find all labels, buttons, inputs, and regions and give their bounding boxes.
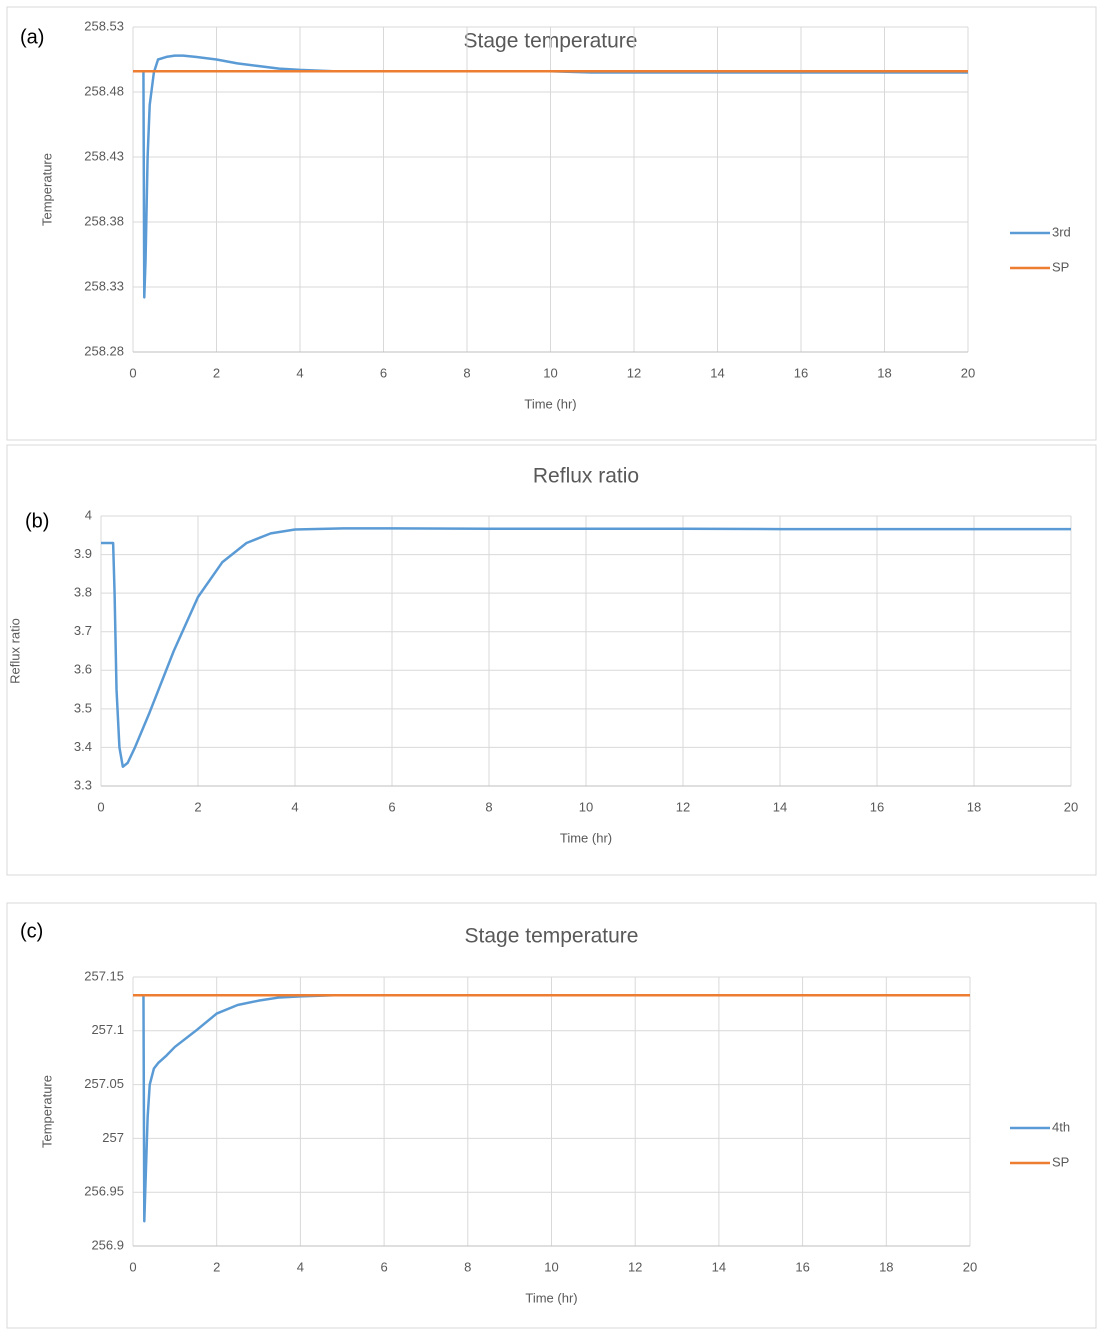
y-axis-label: Reflux ratio: [7, 618, 22, 684]
y-tick-label: 258.48: [84, 83, 124, 98]
y-tick-label: 4: [85, 507, 92, 522]
x-tick-label: 0: [129, 365, 136, 380]
x-tick-label: 6: [380, 365, 387, 380]
data-line: [142, 994, 970, 1223]
x-tick-label: 18: [877, 365, 891, 380]
data-line: [142, 54, 968, 299]
x-tick-label: 2: [213, 1259, 220, 1274]
x-tick-label: 6: [380, 1259, 387, 1274]
panel-label: (b): [25, 510, 49, 532]
y-tick-label: 256.95: [84, 1184, 124, 1199]
x-tick-label: 14: [773, 799, 787, 814]
chart-frame: [6, 902, 1097, 1329]
y-tick-label: 3.6: [74, 662, 92, 677]
panel-label: (c): [20, 920, 43, 942]
y-tick-label: 3.7: [74, 623, 92, 638]
x-tick-label: 12: [676, 799, 690, 814]
x-tick-label: 6: [388, 799, 395, 814]
chart-frame: [6, 444, 1097, 876]
x-tick-label: 8: [464, 1259, 471, 1274]
x-tick-label: 2: [213, 365, 220, 380]
y-tick-label: 257.15: [84, 968, 124, 983]
x-tick-label: 16: [795, 1259, 809, 1274]
x-tick-label: 20: [963, 1259, 977, 1274]
data-line: [101, 527, 1071, 768]
x-tick-label: 4: [291, 799, 298, 814]
y-tick-label: 257.05: [84, 1076, 124, 1091]
x-tick-label: 8: [485, 799, 492, 814]
y-tick-label: 258.33: [84, 278, 124, 293]
y-tick-label: 3.9: [74, 546, 92, 561]
y-tick-label: 3.3: [74, 777, 92, 792]
x-axis-label: Time (hr): [525, 1290, 577, 1305]
y-tick-label: 3.4: [74, 739, 92, 754]
chart-title: Reflux ratio: [533, 465, 639, 488]
y-tick-label: 257.1: [91, 1022, 124, 1037]
panel-label: (a): [20, 26, 44, 48]
legend-label: 3rd: [1052, 224, 1071, 239]
x-tick-label: 16: [870, 799, 884, 814]
x-tick-label: 20: [961, 365, 975, 380]
x-tick-label: 18: [879, 1259, 893, 1274]
x-tick-label: 20: [1064, 799, 1078, 814]
y-tick-label: 3.5: [74, 700, 92, 715]
x-axis-label: Time (hr): [560, 830, 612, 845]
y-tick-label: 258.43: [84, 148, 124, 163]
legend-label: SP: [1052, 1154, 1069, 1169]
legend-label: 4th: [1052, 1119, 1070, 1134]
y-tick-label: 258.38: [84, 213, 124, 228]
chart-title: Stage temperature: [465, 925, 639, 948]
x-tick-label: 14: [712, 1259, 726, 1274]
y-tick-label: 257: [102, 1130, 124, 1145]
x-tick-label: 0: [97, 799, 104, 814]
x-tick-label: 2: [194, 799, 201, 814]
x-tick-label: 4: [297, 1259, 304, 1274]
x-tick-label: 8: [463, 365, 470, 380]
x-tick-label: 16: [794, 365, 808, 380]
x-axis-label: Time (hr): [524, 396, 576, 411]
y-tick-label: 258.53: [84, 18, 124, 33]
chart-frame: [6, 6, 1097, 441]
x-tick-label: 12: [627, 365, 641, 380]
y-tick-label: 258.28: [84, 343, 124, 358]
y-axis-label: Temperature: [39, 1075, 54, 1148]
y-axis-label: Temperature: [39, 153, 54, 226]
x-tick-label: 14: [710, 365, 724, 380]
x-tick-label: 12: [628, 1259, 642, 1274]
legend-label: SP: [1052, 259, 1069, 274]
x-tick-label: 10: [544, 1259, 558, 1274]
x-tick-label: 18: [967, 799, 981, 814]
x-tick-label: 10: [543, 365, 557, 380]
x-tick-label: 10: [579, 799, 593, 814]
y-tick-label: 3.8: [74, 585, 92, 600]
x-tick-label: 4: [296, 365, 303, 380]
y-tick-label: 256.9: [91, 1237, 124, 1252]
x-tick-label: 0: [129, 1259, 136, 1274]
